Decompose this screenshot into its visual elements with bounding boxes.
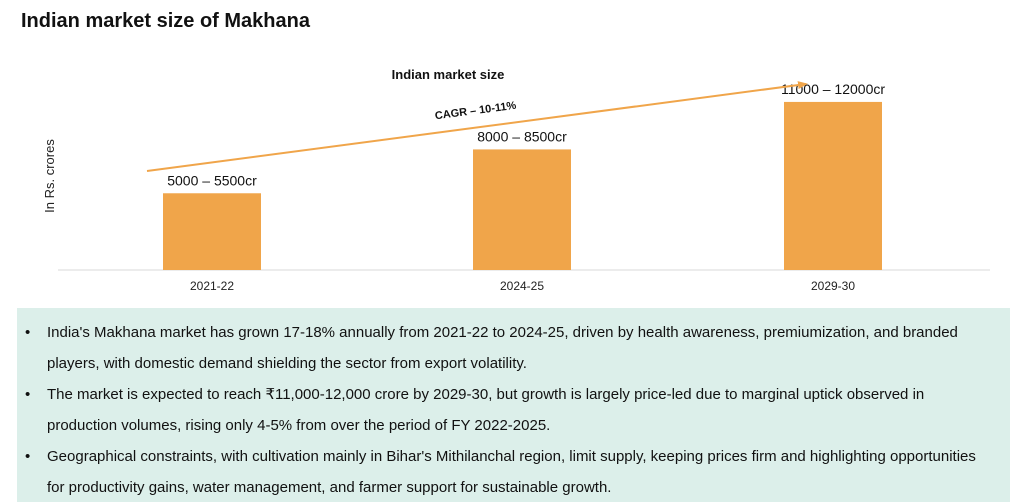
key-insights-panel: • India's Makhana market has grown 17-18… (17, 308, 1010, 502)
bullet-icon: • (25, 386, 31, 403)
bar-value-label: 5000 – 5500cr (167, 172, 257, 188)
bars-layer: 5000 – 5500cr 2021-22 8000 – 8500cr 2024-25… (163, 81, 885, 293)
bar-2029-30 (784, 101, 882, 270)
bar-value-label: 8000 – 8500cr (477, 128, 567, 144)
bar-2024-25 (473, 149, 571, 270)
insight-item: • The market is expected to reach ₹11,00… (25, 379, 994, 441)
bar-chart: Indian market size In Rs. crores 5000 – … (42, 67, 990, 293)
x-tick-label: 2021-22 (190, 279, 234, 293)
insight-text: India's Makhana market has grown 17-18% … (47, 324, 958, 372)
bar-2021-22 (163, 193, 261, 270)
insight-text: The market is expected to reach ₹11,000-… (47, 386, 925, 434)
x-tick-label: 2024-25 (500, 279, 544, 293)
insight-text: Geographical constraints, with cultivati… (47, 448, 976, 496)
bullet-icon: • (25, 324, 31, 341)
chart-title: Indian market size (392, 67, 505, 82)
y-axis-label: In Rs. crores (42, 139, 57, 213)
bullet-icon: • (25, 448, 31, 465)
bar-value-label: 11000 – 12000cr (781, 81, 885, 97)
x-tick-label: 2029-30 (811, 279, 855, 293)
insight-item: • Geographical constraints, with cultiva… (25, 441, 994, 503)
insights-list: • India's Makhana market has grown 17-18… (25, 317, 994, 503)
insight-item: • India's Makhana market has grown 17-18… (25, 317, 994, 379)
cagr-annotation: CAGR – 10-11% (434, 100, 517, 123)
page-title: Indian market size of Makhana (21, 10, 310, 32)
cagr-trend-arrow (146, 81, 808, 172)
